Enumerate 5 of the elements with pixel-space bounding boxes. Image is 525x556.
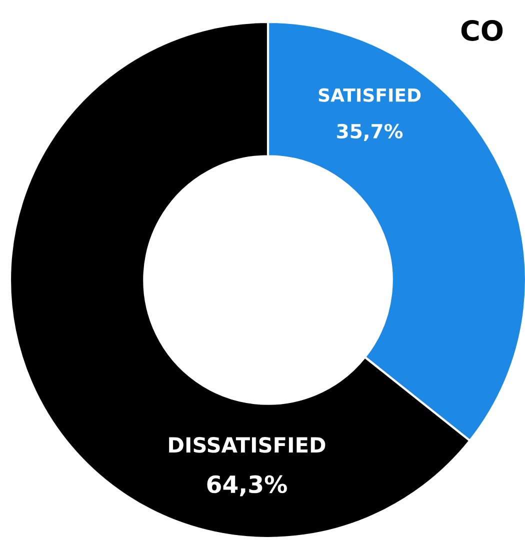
slice-label: DISSATISFIED (169, 437, 326, 453)
chart-title: CO (461, 20, 503, 41)
data-label: 35,7% (337, 124, 403, 142)
slice-label: SATISFIED (318, 88, 421, 102)
data-label: 64,3% (207, 475, 287, 496)
